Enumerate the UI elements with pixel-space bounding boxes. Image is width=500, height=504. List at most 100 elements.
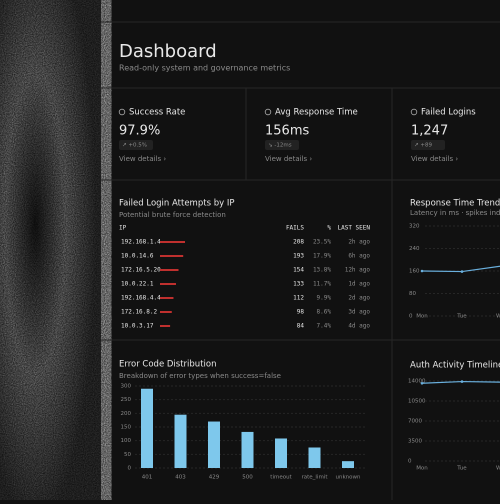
panel-subtitle: Potential brute force detection	[119, 211, 226, 219]
bar	[342, 461, 354, 468]
kpi-icon	[264, 108, 272, 116]
panel-title: Failed Login Attempts by IP	[119, 199, 234, 209]
x-tick-label: Tue	[456, 314, 467, 320]
x-tick-label: Tue	[456, 466, 467, 472]
percent: 17.9%	[313, 253, 331, 260]
y-tick-label: 300	[121, 384, 132, 390]
percent: 13.8%	[313, 267, 331, 274]
fails: 154	[293, 267, 304, 274]
x-tick-label: 401	[142, 475, 153, 481]
kpi-delta: ↗ +0.5%	[122, 143, 147, 149]
y-tick-label: 14000	[408, 379, 426, 385]
kpi-badge	[119, 140, 153, 150]
y-tick-label: 160	[409, 269, 420, 275]
x-tick-label: 500	[242, 475, 253, 481]
y-tick-label: 0	[128, 466, 132, 472]
column-header: %	[327, 225, 331, 232]
last-seen: 3d ago	[348, 309, 370, 316]
bar	[174, 414, 187, 468]
ip: 10.0.22.1	[121, 281, 154, 288]
ip: 172.16.8.2	[121, 309, 158, 316]
y-tick-label: 150	[121, 425, 132, 431]
x-tick-label: 403	[175, 475, 186, 481]
page-subtitle: Read-only system and governance metrics	[119, 64, 290, 73]
y-tick-label: 0	[409, 314, 413, 320]
fails-bar	[160, 255, 184, 257]
main: Dashboard Read-only system and governanc…	[101, 21, 500, 500]
kpi-badge	[411, 140, 445, 150]
last-seen: 6h ago	[348, 253, 370, 260]
point	[460, 270, 464, 273]
kpi-value: 1,247	[411, 124, 448, 139]
x-tick-label: 429	[209, 475, 220, 481]
y-tick-label: 100	[121, 438, 132, 444]
kpi-value: 156ms	[265, 124, 309, 139]
percent: 23.5%	[313, 239, 331, 246]
fails: 208	[293, 239, 304, 246]
fails-bar	[160, 297, 174, 299]
y-tick-label: 10500	[408, 399, 426, 405]
chart-title: Auth Activity Timeline	[410, 361, 500, 371]
x-tick-label: Wed	[496, 314, 500, 320]
column-header: FAILS	[286, 225, 304, 232]
kpi-delta: ↗ +89	[414, 143, 432, 149]
ip: 172.16.5.20	[121, 267, 161, 274]
y-tick-label: 240	[409, 246, 420, 252]
kpi-value: 97.9%	[119, 124, 160, 139]
ip: 192.168.4.4	[121, 295, 161, 302]
y-tick-label: 3500	[408, 439, 422, 445]
percent: 8.6%	[317, 309, 332, 316]
kpi-delta: ↘ -12ms	[268, 143, 292, 149]
fails-bar	[160, 311, 172, 313]
kpi-icon	[410, 108, 418, 116]
kpi-badge	[265, 140, 299, 150]
bar	[241, 431, 254, 468]
chart-title: Response Time Trends	[410, 199, 500, 209]
percent: 9.9%	[317, 295, 332, 302]
ip: 10.0.3.17	[121, 323, 154, 330]
last-seen: 4d ago	[348, 323, 370, 330]
chart-subtitle: Breakdown of error types when success=fa…	[119, 372, 281, 380]
chart-title: Error Code Distribution	[119, 360, 216, 370]
fails: 98	[297, 309, 305, 316]
y-tick-label: 0	[408, 459, 412, 465]
x-tick-label: Mon	[416, 466, 428, 472]
last-seen: 12h ago	[345, 267, 371, 274]
x-tick-label: Wed	[496, 466, 500, 472]
kpi-label: Avg Response Time	[275, 108, 358, 118]
bar	[275, 438, 287, 468]
fails: 193	[293, 253, 304, 260]
point	[460, 380, 464, 383]
column-header: IP	[119, 225, 127, 232]
point	[420, 381, 424, 385]
fails: 133	[293, 281, 304, 288]
x-tick-label: unknown	[336, 475, 362, 481]
x-tick-label: timeout	[270, 475, 292, 481]
last-seen: 2d ago	[348, 295, 370, 302]
column-header: LAST SEEN	[337, 225, 370, 232]
kpi-link[interactable]: View details ›	[411, 155, 458, 163]
last-seen: 2h ago	[348, 239, 370, 246]
bar	[141, 388, 153, 468]
y-tick-label: 80	[409, 291, 416, 297]
bar	[208, 421, 220, 468]
fails-bar	[160, 269, 179, 271]
last-seen: 1d ago	[348, 281, 370, 288]
y-tick-label: 200	[121, 411, 132, 417]
ip: 10.0.14.6	[121, 253, 154, 260]
y-tick-label: 7000	[408, 419, 422, 425]
ip: 192.168.1.4	[121, 239, 161, 246]
kpi-link[interactable]: View details ›	[119, 155, 166, 163]
y-tick-label: 250	[121, 397, 132, 403]
x-tick-label: Mon	[416, 314, 428, 320]
percent: 11.7%	[313, 281, 331, 288]
y-tick-label: 50	[124, 452, 131, 458]
page-title: Dashboard	[119, 41, 217, 62]
kpi-link[interactable]: View details ›	[265, 155, 312, 163]
percent: 7.4%	[317, 323, 332, 330]
bar	[308, 447, 321, 468]
fails-bar	[160, 241, 185, 243]
kpi-icon	[118, 108, 126, 116]
x-tick-label: rate_limit	[301, 475, 328, 481]
